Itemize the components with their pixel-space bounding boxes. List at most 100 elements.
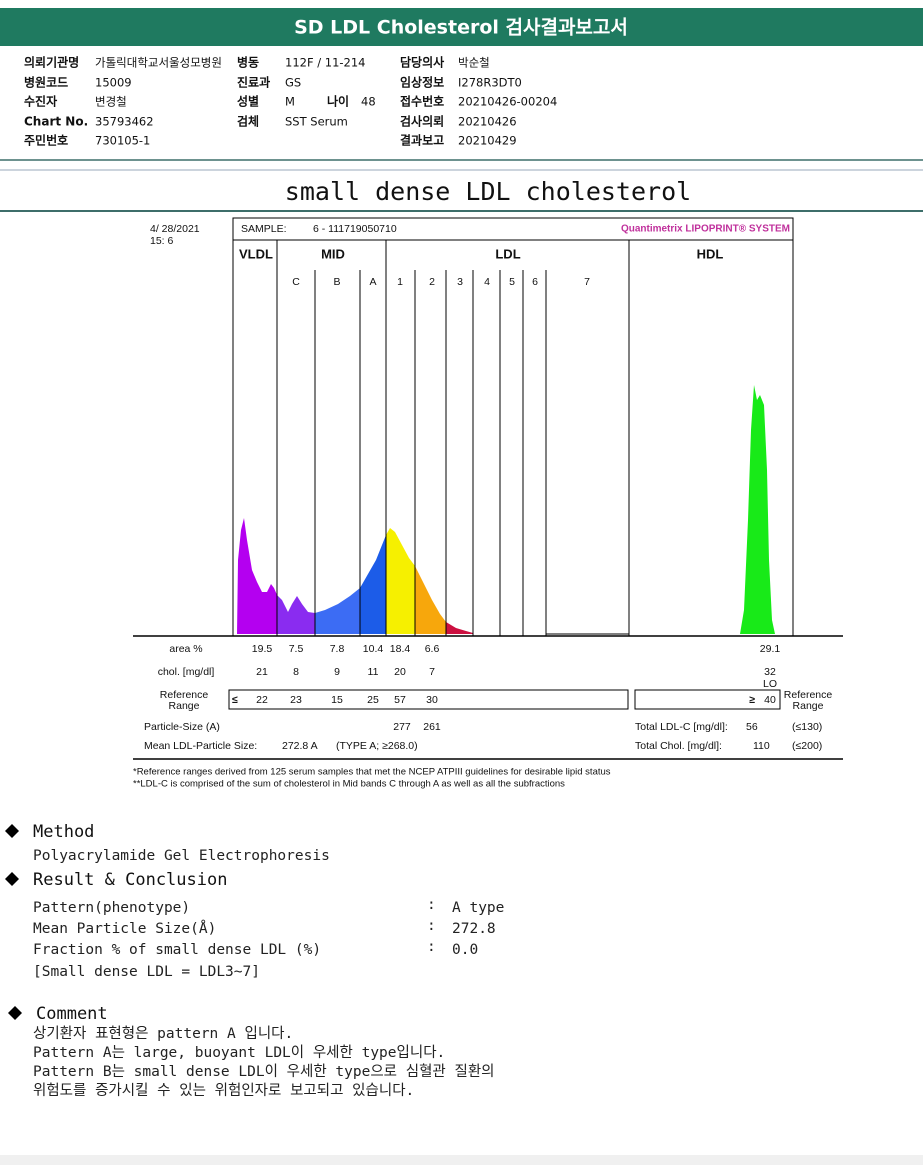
total-ldl-label: Total LDL-C [mg/dl]: bbox=[635, 721, 728, 733]
title-bar bbox=[0, 8, 923, 46]
trace-ldl3 bbox=[446, 622, 473, 634]
comment-title: Comment bbox=[36, 1004, 108, 1024]
field-value: 가톨릭대학교서울성모병원 bbox=[95, 56, 222, 70]
band-label: 5 bbox=[509, 276, 515, 288]
mean-value: 272.8 A bbox=[282, 740, 318, 752]
field-value: 112F / 11-214 bbox=[285, 56, 365, 70]
trace-hdl bbox=[740, 385, 775, 634]
reference-prefix: ≤ bbox=[232, 694, 238, 706]
hdl-chol: 32 bbox=[764, 666, 776, 678]
field-value: GS bbox=[285, 76, 301, 90]
result-title: Result & Conclusion bbox=[33, 870, 227, 890]
report-time: 15: 6 bbox=[150, 235, 174, 247]
area-value: 6.6 bbox=[425, 643, 440, 655]
chol-value: 7 bbox=[429, 666, 435, 678]
row-label: Reference bbox=[784, 689, 833, 701]
result-value: A type bbox=[452, 900, 504, 916]
field-value: 20210426-00204 bbox=[458, 95, 557, 109]
sample-id: 6 - 111719050710 bbox=[313, 223, 397, 235]
reference-value: 30 bbox=[426, 694, 438, 706]
section-title: small dense LDL cholesterol bbox=[285, 177, 691, 206]
reference-box bbox=[228, 689, 629, 710]
band-label: C bbox=[292, 276, 300, 288]
hdl-area: 29.1 bbox=[760, 643, 781, 655]
field-label: 주민번호 bbox=[24, 133, 68, 148]
particle-size: 261 bbox=[423, 721, 441, 733]
row-label: Range bbox=[793, 700, 824, 712]
field-value: 20210429 bbox=[458, 134, 517, 148]
result-label: Mean Particle Size(Å) bbox=[33, 920, 216, 937]
field-value: 박순철 bbox=[458, 56, 490, 70]
graphic-frame bbox=[133, 217, 843, 760]
particle-size: 277 bbox=[393, 721, 411, 733]
band-label: 2 bbox=[429, 276, 435, 288]
trace-ldl2 bbox=[415, 566, 446, 634]
band-label: A bbox=[369, 276, 376, 288]
bullet bbox=[5, 872, 19, 886]
result-label: Fraction % of small dense LDL (%) bbox=[33, 942, 321, 958]
page-title: SD LDL Cholesterol 검사결과보고서 bbox=[294, 17, 628, 39]
area-value: 19.5 bbox=[252, 643, 273, 655]
group-label: VLDL bbox=[239, 246, 273, 261]
result-value: 0.0 bbox=[452, 942, 478, 958]
mean-label: Mean LDL-Particle Size: bbox=[144, 740, 257, 752]
area-value: 7.8 bbox=[330, 643, 345, 655]
comment-line: 상기환자 표현형은 pattern A 입니다. bbox=[33, 1025, 293, 1042]
total-ldl: 56 bbox=[746, 721, 758, 733]
row-label: area % bbox=[169, 643, 202, 655]
row-label: Reference bbox=[160, 689, 209, 701]
bullet bbox=[5, 824, 19, 838]
band-label: 1 bbox=[397, 276, 403, 288]
report-date: 4/ 28/2021 bbox=[150, 223, 200, 235]
trace-a bbox=[360, 535, 386, 634]
area-value: 18.4 bbox=[390, 643, 411, 655]
field-label: 병동 bbox=[237, 55, 259, 70]
method-title: Method bbox=[33, 822, 94, 842]
band-label: 4 bbox=[484, 276, 490, 288]
field-label: 접수번호 bbox=[400, 94, 444, 109]
reference-value: 15 bbox=[331, 694, 343, 706]
reference-box bbox=[634, 689, 781, 710]
separator: : bbox=[427, 939, 436, 955]
field-value: 20210426 bbox=[458, 115, 517, 129]
trace-ldl1 bbox=[386, 528, 415, 634]
reference-value: 22 bbox=[256, 694, 268, 706]
band-label: 6 bbox=[532, 276, 538, 288]
band-label: 3 bbox=[457, 276, 463, 288]
field-value: SST Serum bbox=[285, 115, 348, 129]
field-label: 검체 bbox=[237, 114, 259, 129]
field-label: 진료과 bbox=[237, 75, 270, 90]
total-chol-ref: (≤200) bbox=[792, 740, 822, 752]
result-label: Pattern(phenotype) bbox=[33, 900, 190, 916]
field-value: 35793462 bbox=[95, 115, 154, 129]
reference-value: 25 bbox=[367, 694, 379, 706]
reference-value: 57 bbox=[394, 694, 406, 706]
field-label: 결과보고 bbox=[400, 133, 444, 148]
comment-line: 위험도를 증가시킬 수 있는 위험인자로 보고되고 있습니다. bbox=[33, 1082, 414, 1099]
field-value: I278R3DT0 bbox=[458, 76, 522, 90]
trace-b bbox=[315, 588, 360, 634]
field-label: 수진자 bbox=[24, 94, 57, 109]
field-label: 나이 bbox=[327, 94, 349, 109]
chol-value: 21 bbox=[256, 666, 268, 678]
footer-bar bbox=[0, 1155, 923, 1165]
group-label: MID bbox=[321, 246, 345, 261]
sample-label: SAMPLE: bbox=[241, 223, 287, 235]
reference-prefix: ≥ bbox=[749, 694, 755, 706]
row-label: chol. [mg/dl] bbox=[158, 666, 215, 678]
comment-line: Pattern B는 small dense LDL이 우세한 type으로 심… bbox=[33, 1063, 495, 1080]
trace-c bbox=[277, 595, 315, 634]
field-label: 임상정보 bbox=[400, 75, 444, 90]
separator: : bbox=[427, 897, 436, 913]
particle-size-label: Particle-Size (A) bbox=[144, 721, 220, 733]
row-label: Range bbox=[169, 700, 200, 712]
field-value: M bbox=[285, 95, 295, 109]
field-value: 변경철 bbox=[95, 95, 127, 109]
bullets bbox=[5, 824, 22, 1020]
total-ldl-ref: (≤130) bbox=[792, 721, 822, 733]
field-label: 병원코드 bbox=[24, 75, 68, 90]
band-label: B bbox=[333, 276, 340, 288]
field-label: 담당의사 bbox=[400, 55, 444, 70]
field-label: Chart No. bbox=[24, 115, 88, 129]
